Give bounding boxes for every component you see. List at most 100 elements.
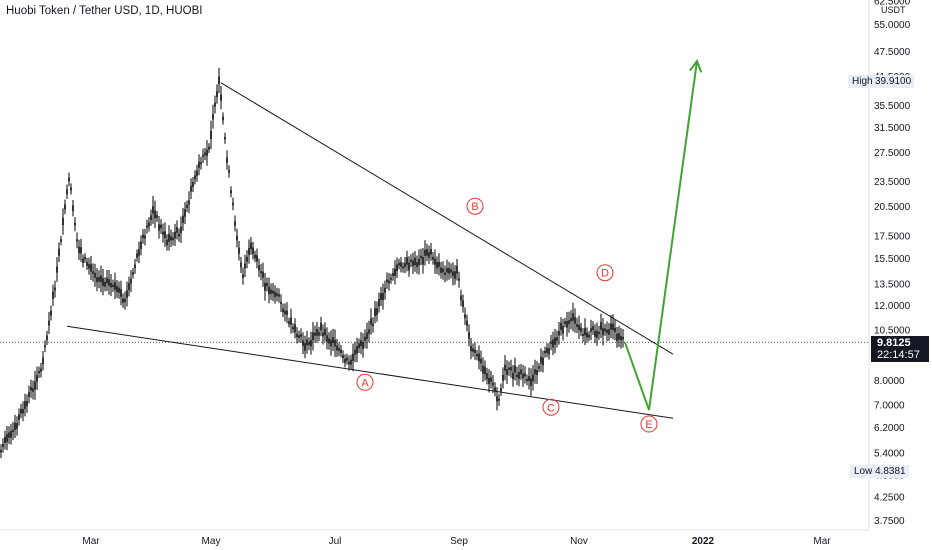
candle-body	[402, 266, 404, 269]
candle-body	[436, 262, 438, 269]
candle-body	[20, 408, 22, 414]
candle-body	[316, 328, 318, 336]
high-label: High	[848, 75, 877, 89]
low-label: Low	[850, 464, 877, 478]
candle-body	[352, 353, 354, 361]
projection-path[interactable]	[624, 60, 698, 411]
candle-body	[124, 298, 126, 303]
candle-body	[596, 330, 598, 338]
time-tick-label: Nov	[570, 536, 588, 547]
candle-body	[342, 355, 344, 359]
candle-body	[414, 257, 416, 266]
candle-body	[32, 388, 34, 392]
candle-body	[112, 284, 114, 287]
candle-body	[516, 374, 518, 378]
candle-body	[614, 327, 616, 333]
wave-labels[interactable]: A B C D E	[356, 197, 658, 433]
candle-body	[28, 392, 30, 397]
wave-label-circle-b[interactable]	[466, 197, 484, 215]
candle-body	[284, 310, 286, 315]
trendlines[interactable]	[66, 82, 674, 419]
wave-label-circle-d[interactable]	[596, 264, 614, 282]
candle-body	[298, 335, 300, 338]
candle-body	[592, 326, 594, 330]
candle-body	[524, 373, 526, 377]
candle-body	[478, 353, 480, 362]
wave-label-a[interactable]: A	[361, 377, 369, 389]
candle-body	[396, 264, 398, 272]
time-axis[interactable]: Mar May Jul Sep Nov 2022 Mar	[82, 536, 831, 547]
candle-body	[14, 422, 16, 431]
candle-body	[498, 398, 500, 401]
candle-body	[70, 187, 72, 191]
candle-body	[366, 332, 368, 339]
wave-label-circle-e[interactable]	[640, 415, 658, 433]
current-price-badge: 9.8125 22:14:57	[871, 336, 929, 363]
candle-body	[220, 94, 222, 101]
wave-label-d[interactable]: D	[601, 268, 609, 280]
lower-trendline[interactable]	[66, 325, 674, 419]
candle-body	[250, 242, 252, 250]
candle-body	[448, 267, 450, 274]
low-value: 4.8381	[872, 464, 909, 478]
price-axis-currency: USDT	[881, 5, 906, 15]
candle-body	[166, 239, 168, 246]
candle-body	[188, 200, 190, 205]
candle-body	[548, 348, 550, 355]
candle-body	[16, 423, 18, 429]
candle-body	[8, 432, 10, 438]
candle-body	[572, 313, 574, 321]
candle-body	[292, 327, 294, 330]
candle-body	[468, 332, 470, 339]
projection-arrow[interactable]	[624, 58, 703, 411]
candle-body	[536, 370, 538, 375]
candle-body	[92, 271, 94, 274]
candle-body	[232, 202, 234, 206]
upper-trendline[interactable]	[220, 82, 674, 355]
candle-body	[38, 371, 40, 374]
candle-body	[532, 374, 534, 382]
candle-body	[526, 378, 528, 381]
candle-body	[144, 235, 146, 239]
candle-body	[162, 231, 164, 235]
candle-body	[354, 349, 356, 355]
wave-label-c[interactable]: C	[547, 402, 555, 414]
candle-body	[198, 161, 200, 168]
candle-body	[378, 298, 380, 307]
candle-body	[336, 345, 338, 351]
wave-label-b[interactable]: B	[471, 201, 478, 213]
candle-body	[346, 357, 348, 361]
candle-body	[46, 335, 48, 341]
candle-body	[96, 277, 98, 283]
candle-body	[338, 348, 340, 351]
candle-body	[114, 281, 116, 290]
candle-body	[120, 289, 122, 297]
candle-body	[76, 239, 78, 242]
candle-body	[350, 359, 352, 365]
candle-body	[212, 113, 214, 120]
candle-body	[334, 339, 336, 347]
countdown-timer: 22:14:57	[877, 349, 920, 362]
candle-body	[424, 249, 426, 256]
candle-body	[474, 349, 476, 353]
candle-body	[222, 116, 224, 121]
candle-body	[460, 295, 462, 301]
wave-label-circle-a[interactable]	[356, 373, 374, 391]
candle-body	[502, 374, 504, 381]
candle-body	[446, 268, 448, 273]
candle-body	[480, 358, 482, 364]
time-tick-label: Mar	[82, 536, 100, 547]
candle-body	[280, 302, 282, 305]
candle-body	[78, 246, 80, 254]
candle-body	[618, 333, 620, 340]
candle-body	[294, 324, 296, 333]
candle-body	[66, 189, 68, 195]
wave-label-circle-c[interactable]	[542, 398, 560, 416]
candle-body	[10, 430, 12, 438]
candle-body	[98, 276, 100, 282]
wave-label-e[interactable]: E	[645, 419, 652, 431]
candle-body	[224, 137, 226, 140]
candle-body	[102, 278, 104, 287]
